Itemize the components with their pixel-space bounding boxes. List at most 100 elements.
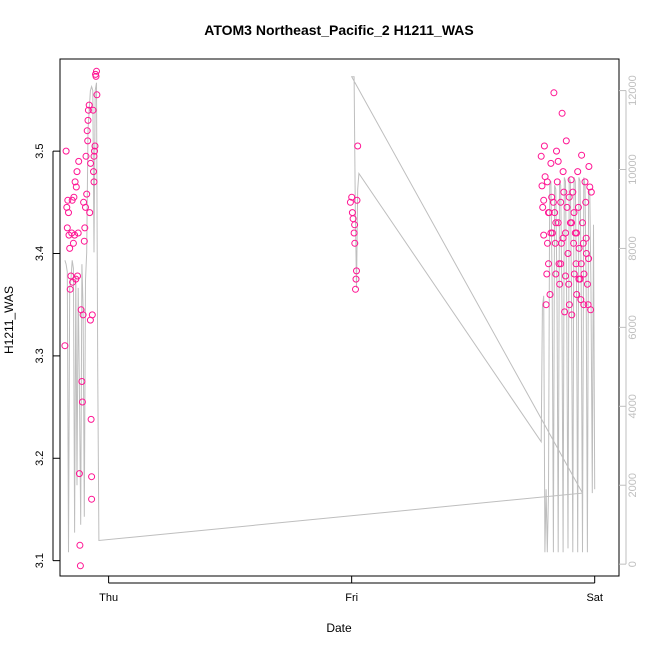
data-point: [563, 203, 571, 211]
data-point: [572, 260, 580, 268]
data-point: [545, 209, 552, 217]
y-tick-label: 3.5: [34, 143, 46, 158]
data-point: [557, 260, 565, 268]
data-point: [83, 190, 91, 198]
data-point: [66, 244, 74, 252]
data-point: [353, 196, 361, 204]
data-point: [352, 285, 359, 293]
data-point: [579, 219, 586, 227]
data-point: [352, 275, 360, 283]
data-point: [552, 270, 560, 278]
line-series: [64, 76, 596, 553]
data-point: [559, 168, 567, 176]
data-point: [78, 398, 86, 406]
data-point: [573, 229, 580, 237]
y2-tick-label: 8000: [627, 236, 639, 260]
data-point: [69, 239, 77, 247]
y2-tick-label: 0: [627, 561, 639, 567]
y2-tick-label: 6000: [627, 315, 639, 339]
data-point: [538, 182, 546, 190]
data-point: [543, 270, 551, 278]
data-point: [549, 198, 557, 206]
data-point: [543, 178, 551, 186]
data-point: [556, 280, 564, 288]
data-point: [351, 239, 359, 247]
data-point: [565, 193, 573, 201]
data-point: [90, 152, 98, 160]
data-point: [74, 229, 82, 237]
data-point: [82, 152, 90, 160]
data-point: [88, 495, 96, 503]
y2-tick-label: 2000: [627, 473, 639, 497]
data-point: [90, 168, 97, 176]
data-point: [75, 157, 83, 165]
data-point: [91, 147, 98, 155]
x-tick-label: Thu: [99, 592, 118, 604]
data-point: [76, 562, 84, 570]
data-point: [567, 176, 575, 184]
data-point: [575, 244, 583, 252]
data-point: [93, 67, 100, 75]
data-point: [554, 157, 562, 165]
data-point: [540, 231, 548, 239]
y2-tick-label: 10000: [627, 154, 639, 185]
data-point: [74, 272, 81, 280]
x-axis-label: Date: [326, 621, 352, 635]
data-point: [587, 188, 595, 196]
data-point: [87, 159, 95, 167]
data-point: [88, 473, 96, 481]
y2-tick-label: 4000: [627, 394, 639, 418]
y2-tick-label: 12000: [627, 75, 639, 106]
data-point: [346, 198, 354, 206]
data-point: [88, 311, 96, 319]
data-point: [353, 267, 360, 275]
data-point: [547, 159, 555, 167]
y-tick-label: 3.2: [34, 451, 46, 466]
data-point: [568, 311, 576, 319]
data-point: [570, 239, 578, 247]
data-point: [539, 203, 547, 211]
data-point: [568, 219, 576, 227]
data-point: [87, 415, 95, 423]
data-point: [554, 219, 562, 227]
data-point: [573, 291, 581, 298]
data-point: [90, 178, 98, 186]
data-point: [585, 163, 593, 170]
data-point: [552, 219, 560, 227]
data-point: [80, 237, 88, 245]
data-point: [64, 196, 72, 204]
data-point: [550, 89, 558, 97]
data-point: [560, 188, 568, 196]
data-point: [569, 188, 577, 196]
data-point: [578, 151, 586, 159]
data-point: [84, 137, 92, 145]
data-point: [580, 270, 588, 278]
data-point: [76, 541, 84, 549]
data-point: [580, 301, 588, 309]
data-point: [574, 203, 582, 211]
data-point: [89, 106, 97, 114]
data-point: [62, 147, 70, 155]
data-point: [577, 260, 585, 268]
data-point: [582, 198, 590, 206]
series-line-path: [64, 76, 596, 553]
data-point: [582, 234, 590, 242]
data-point: [81, 224, 89, 232]
data-point: [66, 285, 74, 293]
data-point: [565, 301, 573, 309]
scatter-series: [61, 67, 595, 570]
data-point: [86, 209, 94, 217]
data-point: [78, 378, 86, 385]
x-tick-label: Fri: [345, 592, 358, 604]
data-point: [72, 183, 80, 191]
data-point: [570, 270, 578, 278]
plot-box: [59, 58, 620, 577]
x-tick-label: Sat: [586, 592, 603, 604]
data-point: [546, 291, 554, 298]
y-axis-label: H1211_WAS: [2, 286, 16, 354]
data-point: [581, 178, 589, 186]
data-point: [561, 308, 569, 316]
data-point: [67, 272, 75, 280]
data-point: [348, 193, 356, 201]
